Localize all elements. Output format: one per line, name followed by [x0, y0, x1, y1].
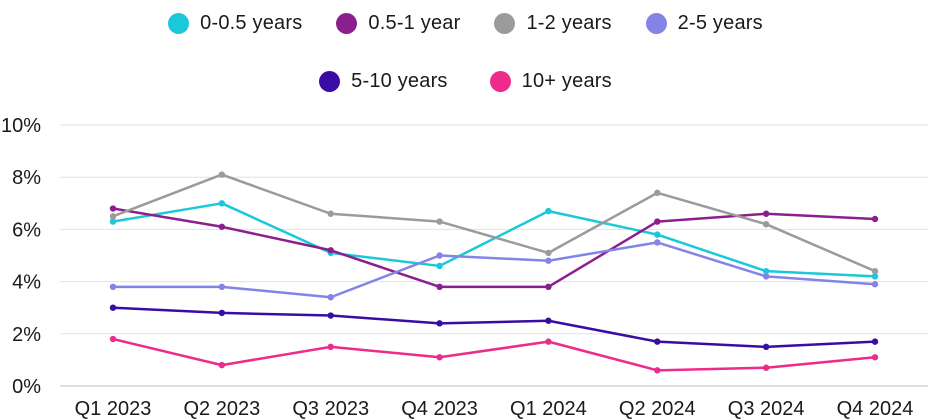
legend-label: 10+ years	[521, 70, 612, 92]
data-point	[436, 252, 443, 259]
data-point	[762, 273, 770, 280]
x-tick-label: Q3 2023	[292, 398, 369, 419]
x-tick-label: Q1 2023	[75, 398, 152, 419]
legend-label: 0.5-1 year	[368, 12, 461, 34]
data-point	[762, 364, 770, 371]
data-point	[436, 320, 443, 327]
y-tick-label: 10%	[1, 115, 41, 137]
legend-item[interactable]: 0-0.5 years	[168, 12, 302, 35]
data-point	[436, 262, 443, 270]
data-point	[109, 283, 117, 291]
x-tick-label: Q1 2024	[510, 398, 587, 419]
y-tick-label: 4%	[12, 272, 41, 294]
legend-row-1: 0-0.5 years 0.5-1 year 1-2 years 2-5 yea…	[0, 12, 931, 35]
data-point	[762, 210, 770, 217]
legend-marker-icon	[489, 71, 511, 92]
legend-marker-icon	[319, 71, 341, 92]
legend-item[interactable]: 1-2 years	[494, 12, 611, 35]
data-point	[327, 343, 334, 351]
data-point	[654, 231, 661, 238]
data-point	[654, 239, 661, 246]
x-tick-label: Q2 2023	[183, 398, 260, 419]
series-line	[111, 306, 877, 349]
data-point	[327, 294, 334, 301]
data-point	[762, 267, 770, 275]
gridlines	[60, 124, 928, 387]
data-point	[545, 283, 552, 291]
legend-label: 1-2 years	[526, 12, 612, 34]
x-tick-label: Q3 2024	[728, 398, 805, 419]
data-point	[871, 215, 879, 223]
x-tick-label: Q4 2023	[401, 398, 478, 419]
data-point	[218, 223, 226, 230]
x-tick-label: Q4 2024	[837, 398, 914, 419]
data-point	[545, 249, 552, 257]
data-point	[109, 304, 117, 311]
x-tick-label: Q2 2024	[619, 398, 696, 419]
series-line	[111, 337, 877, 372]
data-point	[109, 335, 117, 343]
y-tick-label: 8%	[12, 167, 41, 189]
series-line	[111, 173, 877, 273]
data-point	[327, 312, 334, 319]
data-point	[327, 247, 334, 254]
data-point	[871, 354, 879, 361]
legend-marker-icon	[336, 13, 358, 34]
x-axis: Q1 2023 Q2 2023 Q3 2023 Q4 2023 Q1 2024 Q2 20…	[75, 398, 914, 419]
data-point	[871, 273, 879, 280]
y-tick-label: 2%	[12, 324, 41, 346]
data-point	[545, 207, 552, 215]
data-point	[436, 283, 443, 291]
data-point	[762, 220, 770, 228]
series-line	[111, 241, 877, 299]
data-point	[762, 343, 770, 351]
legend-item[interactable]: 5-10 years	[319, 70, 448, 93]
data-point	[654, 189, 661, 197]
legend-label: 0-0.5 years	[200, 12, 303, 34]
legend-marker-icon	[168, 13, 190, 34]
y-axis: 0% 2% 4% 6% 8% 10%	[1, 115, 41, 398]
legend-marker-icon	[494, 13, 516, 34]
data-point	[545, 338, 552, 345]
series-line	[111, 202, 877, 278]
legend-marker-icon	[645, 13, 667, 34]
series-line	[111, 207, 877, 289]
legend-label: 5-10 years	[351, 70, 448, 92]
legend-row-2: 5-10 years 10+ years	[0, 70, 931, 93]
data-point	[327, 210, 334, 217]
data-point	[871, 338, 879, 345]
data-point	[109, 205, 117, 212]
data-point	[218, 200, 226, 207]
data-point	[654, 367, 661, 374]
data-point	[654, 338, 661, 345]
legend-item[interactable]: 10+ years	[489, 70, 612, 93]
data-point	[545, 317, 552, 324]
data-point	[218, 309, 226, 317]
data-point	[436, 218, 443, 225]
data-point	[218, 171, 226, 178]
legend-item[interactable]: 0.5-1 year	[336, 12, 460, 35]
data-point	[654, 218, 661, 225]
series-lines	[109, 171, 879, 374]
data-point	[545, 257, 552, 264]
legend-label: 2-5 years	[677, 12, 763, 34]
data-point	[109, 213, 117, 220]
data-point	[871, 267, 879, 275]
y-tick-label: 6%	[12, 219, 41, 241]
data-point	[109, 218, 117, 225]
data-point	[871, 281, 879, 288]
y-tick-label: 0%	[12, 376, 41, 398]
data-point	[218, 283, 226, 291]
data-point	[218, 361, 226, 369]
legend-item[interactable]: 2-5 years	[645, 12, 763, 35]
data-point	[436, 354, 443, 361]
